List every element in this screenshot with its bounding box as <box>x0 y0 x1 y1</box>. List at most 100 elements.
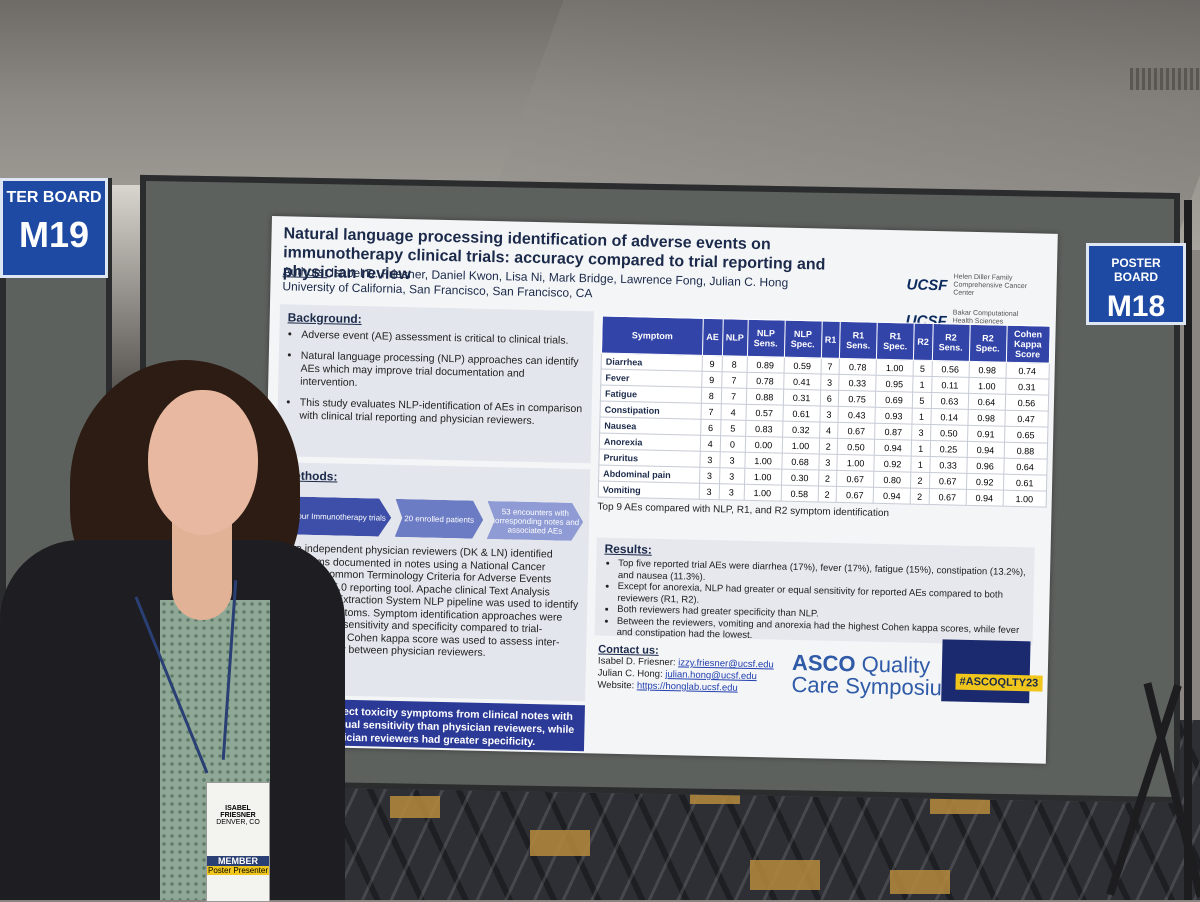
value-cell: 0.98 <box>967 409 1005 427</box>
value-cell: 1.00 <box>1002 490 1047 508</box>
value-cell: 0.61 <box>1003 474 1047 492</box>
board-leg <box>1184 200 1192 900</box>
value-cell: 0.67 <box>836 486 874 504</box>
face <box>148 390 258 535</box>
value-cell: 7 <box>700 403 721 420</box>
flow-step: 53 encounters with corresponding notes a… <box>487 501 584 541</box>
value-cell: 1 <box>911 408 931 425</box>
value-cell: 8 <box>721 355 747 373</box>
badge-type: MEMBER <box>207 856 269 866</box>
authors-label: Authors: <box>282 264 328 280</box>
value-cell: 0.64 <box>1003 458 1047 476</box>
contact-email-link[interactable]: julian.hong@ucsf.edu <box>665 669 757 683</box>
value-cell: 0.89 <box>746 356 784 374</box>
value-cell: 0.58 <box>780 485 819 502</box>
hashtag-graphic: #ASCOQLTY23 <box>941 639 1043 704</box>
results-section: Results: Top five reported trial AEs wer… <box>594 537 1035 648</box>
name-badge: ISABEL FRIESNER DENVER, CO MEMBER Poster… <box>206 782 270 902</box>
sign-left-number: M19 <box>18 214 90 255</box>
value-cell: 1.00 <box>836 454 875 472</box>
value-cell: 0.31 <box>782 389 821 406</box>
value-cell: 0.50 <box>930 424 968 442</box>
symptom-cell: Vomiting <box>598 480 700 500</box>
value-cell: 3 <box>719 451 745 469</box>
value-cell: 2 <box>818 469 837 487</box>
website-link[interactable]: https://honglab.ucsf.edu <box>636 680 738 694</box>
value-cell: 3 <box>911 424 931 441</box>
results-table-wrapper: Symptom AE NLP NLP Sens. NLP Spec. R1 R1… <box>597 316 1050 523</box>
contact-email-link[interactable]: izzy.friesner@ucsf.edu <box>678 657 774 671</box>
value-cell: 0.47 <box>1004 410 1048 428</box>
value-cell: 1 <box>911 440 931 457</box>
value-cell: 0.69 <box>875 391 913 409</box>
value-cell: 0.00 <box>744 436 783 454</box>
value-cell: 0.14 <box>930 408 968 426</box>
value-cell: 1.00 <box>781 437 820 454</box>
value-cell: 6 <box>819 389 839 407</box>
value-cell: 1 <box>912 376 932 393</box>
value-cell: 3 <box>820 373 840 391</box>
ucsf-logo: UCSF <box>906 275 948 294</box>
value-cell: 0.67 <box>836 470 874 488</box>
badge-footer: Poster Presenter <box>207 866 269 875</box>
table-body: Diarrhea 9 8 0.89 0.59 7 0.78 1.00 5 0.56 0.98 0.74… <box>598 353 1049 508</box>
value-cell: 0.67 <box>929 472 967 490</box>
value-cell: 1 <box>910 456 930 473</box>
value-cell: 1.00 <box>876 359 914 377</box>
value-cell: 2 <box>818 437 838 455</box>
sign-right-number: M18 <box>1106 290 1166 323</box>
methods-heading: Methods: <box>283 468 338 484</box>
value-cell: 0.94 <box>966 441 1005 459</box>
value-cell: 0.75 <box>838 390 876 408</box>
value-cell: 7 <box>721 371 747 389</box>
value-cell: 8 <box>701 387 722 404</box>
results-list: Top five reported trial AEs were diarrhe… <box>603 558 1027 648</box>
value-cell: 0.91 <box>967 425 1005 443</box>
value-cell: 0.98 <box>968 361 1006 379</box>
value-cell: 0.94 <box>873 487 911 505</box>
value-cell: 3 <box>719 467 745 485</box>
value-cell: 0.41 <box>783 373 821 390</box>
poster-board-sign-right: POSTER BOARD M18 <box>1086 243 1186 325</box>
table-header: R2 <box>913 323 933 361</box>
table-header: R2 Spec. <box>968 324 1007 363</box>
value-cell: 0.74 <box>1005 362 1049 380</box>
badge-city: DENVER, CO <box>216 819 260 826</box>
value-cell: 3 <box>699 451 720 468</box>
value-cell: 0.30 <box>781 469 819 486</box>
value-cell: 7 <box>720 387 747 405</box>
value-cell: 2 <box>817 485 837 503</box>
background-section: Background: Adverse event (AE) assessmen… <box>276 304 594 464</box>
value-cell: 0.50 <box>837 438 875 456</box>
methods-flow: Four Immunotherapy trials 20 enrolled pa… <box>287 496 590 541</box>
value-cell: 0.31 <box>1005 378 1049 396</box>
background-heading: Background: <box>287 310 362 327</box>
logo-text: Helen Diller Family Comprehensive Cancer… <box>953 273 1028 297</box>
value-cell: 0.56 <box>1004 394 1049 412</box>
table-header: AE <box>702 318 723 356</box>
flow-step: Four Immunotherapy trials <box>287 496 392 536</box>
asco-logo: ASCO Quality Care Symposium <box>791 650 961 701</box>
value-cell: 0.95 <box>875 375 914 393</box>
value-cell: 0.61 <box>782 405 820 422</box>
logo-cancer-center: UCSF Helen Diller Family Comprehensive C… <box>906 272 1047 299</box>
value-cell: 0.94 <box>965 489 1004 507</box>
value-cell: 0.88 <box>1003 442 1048 460</box>
value-cell: 5 <box>720 419 746 437</box>
value-cell: 0.43 <box>837 406 876 424</box>
value-cell: 1.00 <box>743 484 782 502</box>
value-cell: 0.68 <box>781 453 819 470</box>
value-cell: 0.94 <box>874 439 912 457</box>
background-list: Adverse event (AE) assessment is critica… <box>285 328 585 429</box>
value-cell: 3 <box>819 405 839 423</box>
value-cell: 0.25 <box>929 440 968 458</box>
value-cell: 1.00 <box>744 468 782 486</box>
value-cell: 0.83 <box>745 420 783 438</box>
value-cell: 0.63 <box>930 392 969 410</box>
sign-right-label: POSTER BOARD <box>1111 256 1161 284</box>
value-cell: 5 <box>913 360 932 377</box>
value-cell: 1.00 <box>744 452 782 470</box>
sign-left-label: TER BOARD <box>6 189 102 206</box>
hashtag-label: #ASCOQLTY23 <box>955 673 1043 692</box>
value-cell: 2 <box>910 488 930 505</box>
